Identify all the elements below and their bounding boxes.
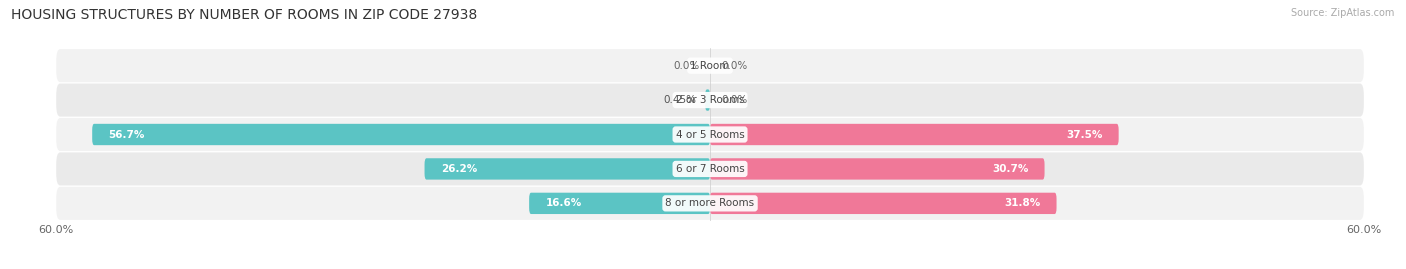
FancyBboxPatch shape	[710, 124, 1119, 145]
FancyBboxPatch shape	[425, 158, 710, 180]
FancyBboxPatch shape	[529, 193, 710, 214]
Text: 2 or 3 Rooms: 2 or 3 Rooms	[676, 95, 744, 105]
Text: 0.0%: 0.0%	[721, 61, 747, 71]
FancyBboxPatch shape	[710, 193, 1056, 214]
Text: 0.0%: 0.0%	[721, 95, 747, 105]
Text: 4 or 5 Rooms: 4 or 5 Rooms	[676, 129, 744, 140]
Text: 26.2%: 26.2%	[441, 164, 477, 174]
Text: 0.45%: 0.45%	[664, 95, 696, 105]
Text: 0.0%: 0.0%	[673, 61, 699, 71]
Text: 30.7%: 30.7%	[991, 164, 1028, 174]
FancyBboxPatch shape	[706, 89, 710, 111]
FancyBboxPatch shape	[56, 49, 1364, 82]
Text: 31.8%: 31.8%	[1004, 198, 1040, 208]
Text: 37.5%: 37.5%	[1066, 129, 1102, 140]
FancyBboxPatch shape	[56, 153, 1364, 185]
FancyBboxPatch shape	[56, 84, 1364, 116]
Text: 56.7%: 56.7%	[108, 129, 145, 140]
Text: HOUSING STRUCTURES BY NUMBER OF ROOMS IN ZIP CODE 27938: HOUSING STRUCTURES BY NUMBER OF ROOMS IN…	[11, 8, 478, 22]
Text: Source: ZipAtlas.com: Source: ZipAtlas.com	[1291, 8, 1395, 18]
Text: 8 or more Rooms: 8 or more Rooms	[665, 198, 755, 208]
FancyBboxPatch shape	[56, 118, 1364, 151]
Text: 6 or 7 Rooms: 6 or 7 Rooms	[676, 164, 744, 174]
Text: 16.6%: 16.6%	[546, 198, 582, 208]
FancyBboxPatch shape	[93, 124, 710, 145]
FancyBboxPatch shape	[710, 158, 1045, 180]
Text: 1 Room: 1 Room	[690, 61, 730, 71]
FancyBboxPatch shape	[56, 187, 1364, 220]
